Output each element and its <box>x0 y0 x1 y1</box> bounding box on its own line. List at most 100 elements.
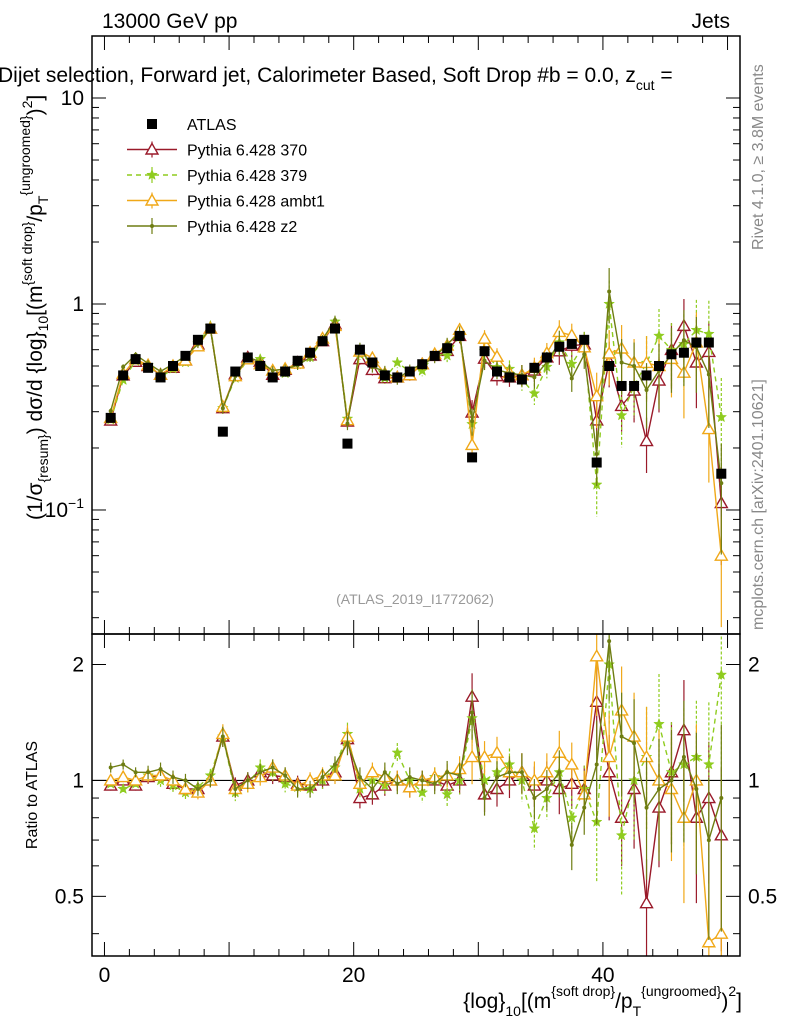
series-point-ratio <box>283 773 288 778</box>
series-point-ratio <box>441 788 454 800</box>
data-point <box>504 372 515 383</box>
data-point <box>629 380 640 391</box>
legend-marker <box>144 193 160 206</box>
data-point <box>554 341 565 352</box>
y-tick-label-ratio-right: 1 <box>748 769 760 792</box>
series-point-ratio <box>327 768 343 781</box>
series-point-ratio <box>544 786 549 791</box>
data-point <box>205 323 216 334</box>
series-point-main <box>632 364 637 369</box>
series-point-ratio <box>183 778 188 783</box>
data-point <box>492 366 502 377</box>
series-line-main-3 <box>110 291 722 484</box>
process-label: Jets <box>691 10 730 33</box>
series-point-ratio <box>416 786 429 798</box>
data-point <box>703 337 714 348</box>
series-point-ratio <box>532 796 537 801</box>
y-tick-label-ratio-right: 0.5 <box>748 885 777 908</box>
data-point <box>118 370 129 381</box>
series-point-ratio <box>357 775 362 780</box>
series-point-main <box>482 358 487 363</box>
series-point-ratio <box>445 770 450 775</box>
series-point-main <box>477 331 492 344</box>
rivet-label: Rivet 4.1.0, ≥ 3.8M events <box>750 64 767 250</box>
series-point-main <box>706 372 711 377</box>
series-point-ratio <box>557 770 562 775</box>
data-point <box>255 361 266 372</box>
data-point <box>442 343 453 354</box>
series-point-ratio <box>171 775 175 780</box>
data-point <box>143 362 154 373</box>
x-tick-label: 40 <box>591 964 614 987</box>
series-point-main <box>528 387 541 399</box>
series-point-ratio <box>208 778 213 783</box>
data-point <box>180 350 191 361</box>
series-point-main <box>653 329 665 341</box>
data-point <box>305 347 316 358</box>
legend-entry-3: Pythia 6.428 ambt1 <box>127 192 325 211</box>
series-point-main <box>607 289 612 294</box>
data-point <box>130 354 141 365</box>
data-point <box>242 352 253 363</box>
data-point <box>217 426 228 437</box>
series-point-main <box>589 388 604 402</box>
series-point-main <box>158 369 163 374</box>
data-point <box>105 412 116 423</box>
series-point-main <box>121 364 126 369</box>
series-point-ratio <box>352 790 368 804</box>
y-tick-label-main: 10 <box>61 87 84 110</box>
series-point-ratio <box>669 778 674 783</box>
data-point <box>330 323 340 334</box>
data-point <box>379 370 390 381</box>
series-point-main <box>719 481 724 486</box>
series-point-main <box>391 356 404 368</box>
series-line-ratio-1 <box>110 664 722 836</box>
series-point-ratio <box>714 926 729 939</box>
series-point-ratio <box>495 775 499 780</box>
series-point-main <box>345 421 350 426</box>
x-tick-label: 0 <box>99 964 111 987</box>
series-point-ratio <box>507 770 512 775</box>
data-point <box>716 468 727 479</box>
series-point-ratio <box>694 786 699 791</box>
x-tick-label: 20 <box>342 964 365 987</box>
series-point-ratio <box>382 770 387 775</box>
data-point <box>591 457 602 468</box>
data-point <box>566 338 577 349</box>
series-point-ratio <box>702 758 715 770</box>
data-point <box>529 362 540 373</box>
data-point <box>192 334 203 345</box>
series-point-ratio <box>715 668 728 680</box>
y-tick-label-main: 1 <box>72 293 84 316</box>
ratio-frame <box>91 633 741 957</box>
series-line-main-2 <box>110 324 722 556</box>
series-point-ratio <box>701 934 717 948</box>
legend-entry-4: Pythia 6.428 z2 <box>127 218 297 236</box>
energy-label: 13000 GeV pp <box>102 10 237 33</box>
series-point-main <box>532 375 537 380</box>
data-point <box>292 355 303 366</box>
series-point-main <box>108 408 113 413</box>
ratio-panel-marks <box>103 634 729 956</box>
data-point <box>354 344 365 355</box>
data-point <box>467 452 478 463</box>
y-tick-label-main: 10−1 <box>45 495 85 522</box>
data-point <box>429 350 440 361</box>
series-point-main <box>569 376 574 381</box>
legend-label: Pythia 6.428 ambt1 <box>187 194 325 211</box>
series-point-ratio <box>233 786 238 791</box>
series-point-ratio <box>619 734 624 739</box>
axes: 0 20 40 10−1 1 10 0.5 0.5 1 1 2 2 <box>45 35 777 987</box>
series-point-ratio <box>270 765 275 770</box>
data-point <box>342 438 353 449</box>
legend-marker <box>144 142 160 155</box>
series-point-ratio <box>644 805 649 810</box>
series-point-ratio <box>564 757 579 770</box>
data-point <box>280 366 291 377</box>
data-point <box>579 334 590 345</box>
y-axis-label-main: (1/σ{resum}) dσ/d {log}10[(m{soft drop}/… <box>17 95 51 520</box>
series-point-ratio <box>220 734 225 739</box>
series-point-ratio <box>146 770 151 775</box>
plot-title-tail: = <box>655 64 673 87</box>
series-point-ratio <box>333 762 337 767</box>
